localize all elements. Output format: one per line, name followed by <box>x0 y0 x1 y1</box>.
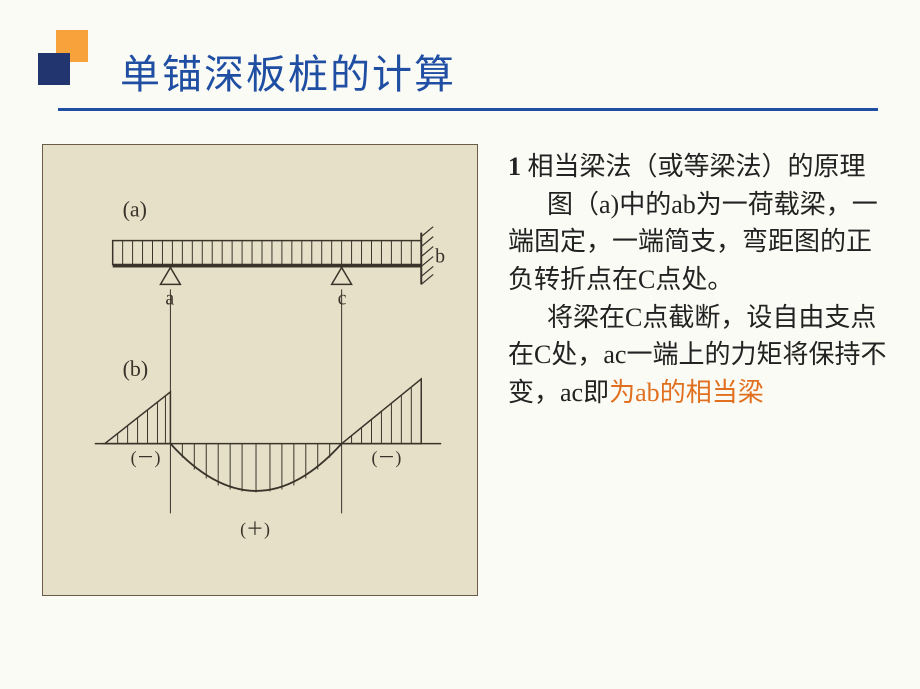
heading-number: 1 <box>508 152 521 181</box>
heading-text: 相当梁法（或等梁法）的原理 <box>521 152 866 181</box>
neg-label-left: (－) <box>131 448 161 469</box>
highlight-text: 为ab的相当梁 <box>609 378 764 407</box>
label-b-paren: (b) <box>123 356 149 381</box>
pos-label: (＋) <box>240 519 270 540</box>
neg-label-right: (－) <box>371 448 401 469</box>
title-underline <box>58 108 878 111</box>
paragraph-2: 将梁在C点截断，设自由支点在C处，ac一端上的力矩将保持不变，ac即为ab的相当… <box>508 299 888 412</box>
beam-diagram-svg: (a) <box>43 145 477 595</box>
body-text: 1 相当梁法（或等梁法）的原理 图（a)中的ab为一荷载梁，一端固定，一端简支，… <box>508 148 888 412</box>
corner-decoration <box>38 30 108 100</box>
accent-square-navy <box>38 53 70 85</box>
label-b: b <box>435 245 445 267</box>
label-a-paren: (a) <box>123 197 147 222</box>
figure-diagram: (a) <box>42 144 478 596</box>
label-c: c <box>338 287 347 309</box>
slide-title: 单锚深板桩的计算 <box>120 42 456 100</box>
slide: 单锚深板桩的计算 (a) <box>0 0 920 689</box>
heading-line: 1 相当梁法（或等梁法）的原理 <box>508 148 888 186</box>
paragraph-1: 图（a)中的ab为一荷载梁，一端固定，一端简支，弯距图的正负转折点在C点处。 <box>508 186 888 299</box>
